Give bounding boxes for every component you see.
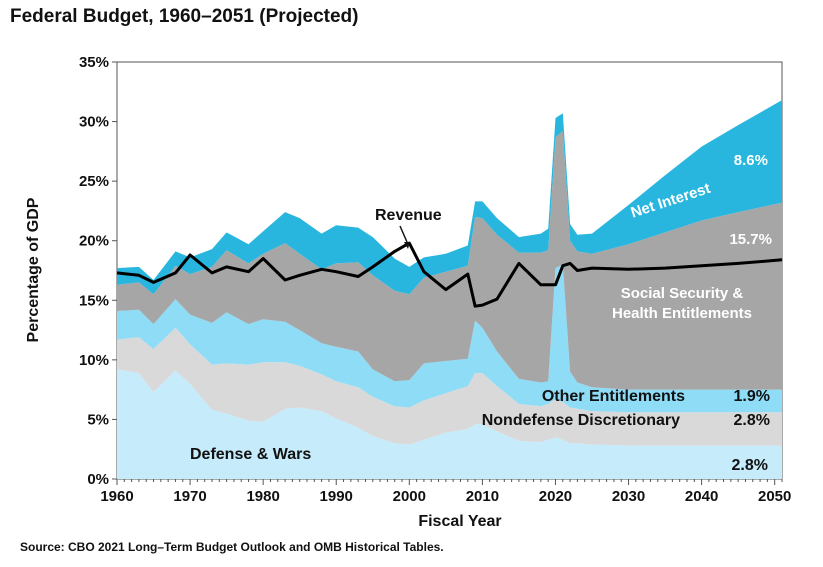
- revenue-line: [116, 241, 783, 308]
- x-axis-ticks: 1960 1970 1980 1990 2000 2010 2020 2030 2040 2050: [100, 479, 791, 505]
- x-tick-label: 1970: [173, 488, 206, 505]
- y-tick-label: 35%: [79, 54, 109, 71]
- ss-health-label-line2: Health Entitlements: [612, 305, 752, 322]
- y-axis-label: Percentage of GDP: [25, 197, 42, 342]
- nondefense-label: Nondefense Discretionary: [482, 412, 680, 429]
- nondefense-value: 2.8%: [734, 412, 770, 429]
- x-tick-label: 1960: [100, 488, 133, 505]
- x-tick-label: 2030: [612, 488, 645, 505]
- x-tick-label: 2000: [393, 488, 426, 505]
- defense-value: 2.8%: [732, 457, 768, 474]
- y-tick-label: 20%: [79, 233, 109, 250]
- defense-label: Defense & Wars: [190, 446, 311, 463]
- y-tick-label: 0%: [87, 471, 109, 488]
- nondefense-area: [117, 327, 782, 446]
- y-tick-label: 10%: [79, 352, 109, 369]
- revenue-layer: [116, 241, 783, 308]
- x-axis-label: Fiscal Year: [418, 513, 501, 530]
- budget-area-chart: 0% 5% 10% 15% 20% 25% 30% 35% 1960 1970 1980 1990 2…: [25, 54, 791, 530]
- y-tick-label: 25%: [79, 173, 109, 190]
- x-tick-label: 2010: [466, 488, 499, 505]
- y-tick-label: 15%: [79, 292, 109, 309]
- chart-title: Federal Budget, 1960–2051 (Projected): [10, 6, 359, 27]
- net-interest-value: 8.6%: [734, 152, 768, 169]
- revenue-arrowhead: [404, 242, 410, 249]
- x-tick-label: 2040: [685, 488, 718, 505]
- stacked-areas: [117, 100, 782, 479]
- ss-health-label-line1: Social Security &: [621, 285, 744, 302]
- x-tick-label: 1990: [320, 488, 353, 505]
- ss-health-area: [117, 131, 782, 390]
- other-entitlements-area: [117, 264, 782, 413]
- y-tick-label: 30%: [79, 114, 109, 131]
- defense-area: [117, 369, 782, 479]
- revenue-label: Revenue: [375, 207, 442, 224]
- source-note: Source: CBO 2021 Long–Term Budget Outloo…: [20, 540, 444, 554]
- other-entitlements-label: Other Entitlements: [542, 388, 685, 405]
- y-axis-ticks: 0% 5% 10% 15% 20% 25% 30% 35%: [79, 54, 117, 488]
- y-tick-label: 5%: [87, 411, 109, 428]
- x-tick-label: 1980: [246, 488, 279, 505]
- other-entitlements-value: 1.9%: [734, 388, 770, 405]
- revenue-arrow: [399, 225, 408, 243]
- x-tick-label: 2050: [758, 488, 791, 505]
- x-tick-label: 2020: [539, 488, 572, 505]
- net-interest-area: [117, 100, 782, 295]
- ss-health-value: 15.7%: [729, 231, 772, 248]
